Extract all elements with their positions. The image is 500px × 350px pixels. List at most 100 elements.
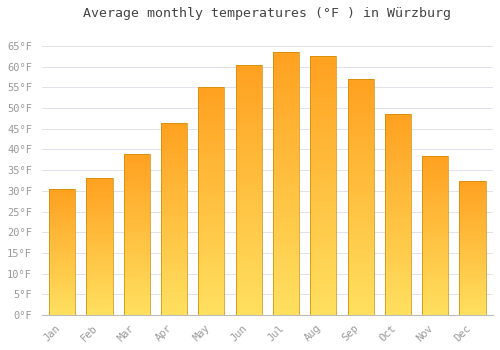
Bar xyxy=(124,253,150,256)
Bar xyxy=(385,225,411,228)
Bar xyxy=(161,161,187,164)
Bar xyxy=(385,302,411,305)
Bar xyxy=(86,245,113,247)
Bar xyxy=(273,302,299,306)
Bar xyxy=(310,130,336,134)
Bar xyxy=(348,114,374,118)
Bar xyxy=(422,238,448,241)
Bar xyxy=(198,118,224,121)
Bar xyxy=(310,242,336,246)
Bar xyxy=(161,158,187,161)
Bar xyxy=(348,197,374,201)
Bar xyxy=(124,154,150,156)
Bar xyxy=(422,288,448,291)
Bar xyxy=(310,216,336,220)
Bar xyxy=(86,240,113,242)
Bar xyxy=(310,164,336,168)
Bar xyxy=(161,267,187,270)
Bar xyxy=(86,219,113,222)
Bar xyxy=(348,103,374,107)
Bar xyxy=(422,286,448,288)
Bar xyxy=(385,295,411,298)
Bar xyxy=(273,175,299,179)
Bar xyxy=(124,278,150,280)
Bar xyxy=(310,276,336,281)
Bar xyxy=(86,265,113,267)
Bar xyxy=(49,216,75,218)
Bar xyxy=(49,279,75,281)
Bar xyxy=(161,168,187,171)
Bar xyxy=(236,273,262,278)
Bar xyxy=(460,241,485,243)
Bar xyxy=(348,264,374,268)
Bar xyxy=(460,185,485,187)
Bar xyxy=(49,193,75,195)
Bar xyxy=(310,147,336,151)
Bar xyxy=(460,252,485,254)
Bar xyxy=(49,290,75,292)
Bar xyxy=(348,181,374,185)
Bar xyxy=(273,74,299,78)
Bar xyxy=(348,122,374,126)
Bar xyxy=(310,74,336,78)
Bar xyxy=(198,281,224,285)
Bar xyxy=(161,122,187,315)
Bar xyxy=(236,198,262,202)
Bar xyxy=(161,174,187,177)
Bar xyxy=(198,277,224,281)
Bar xyxy=(198,266,224,270)
Bar xyxy=(422,188,448,190)
Bar xyxy=(460,214,485,216)
Bar xyxy=(86,260,113,263)
Bar xyxy=(86,263,113,265)
Bar xyxy=(348,99,374,103)
Bar xyxy=(310,91,336,95)
Bar xyxy=(460,288,485,290)
Bar xyxy=(422,177,448,180)
Bar xyxy=(310,160,336,164)
Bar xyxy=(348,209,374,213)
Bar xyxy=(422,156,448,158)
Bar xyxy=(49,208,75,210)
Bar xyxy=(86,197,113,199)
Bar xyxy=(124,264,150,267)
Bar xyxy=(385,308,411,312)
Bar xyxy=(86,310,113,313)
Bar xyxy=(460,201,485,203)
Bar xyxy=(348,268,374,272)
Bar xyxy=(236,211,262,215)
Bar xyxy=(236,219,262,223)
Bar xyxy=(49,197,75,199)
Bar xyxy=(460,293,485,295)
Bar xyxy=(86,181,113,183)
Bar xyxy=(310,142,336,147)
Bar xyxy=(49,265,75,267)
Bar xyxy=(124,232,150,235)
Bar xyxy=(273,271,299,276)
Bar xyxy=(49,302,75,304)
Bar xyxy=(310,99,336,104)
Bar xyxy=(385,198,411,201)
Bar xyxy=(198,247,224,251)
Bar xyxy=(198,121,224,125)
Bar xyxy=(49,300,75,302)
Bar xyxy=(198,296,224,300)
Bar xyxy=(86,286,113,288)
Bar xyxy=(49,311,75,313)
Bar xyxy=(348,311,374,315)
Bar xyxy=(49,288,75,290)
Bar xyxy=(86,199,113,201)
Bar xyxy=(273,228,299,232)
Bar xyxy=(198,220,224,224)
Bar xyxy=(310,207,336,212)
Bar xyxy=(236,302,262,307)
Bar xyxy=(124,173,150,175)
Bar xyxy=(273,193,299,197)
Bar xyxy=(460,239,485,241)
Bar xyxy=(460,203,485,205)
Bar xyxy=(385,128,411,131)
Bar xyxy=(422,166,448,169)
Bar xyxy=(124,202,150,205)
Bar xyxy=(385,175,411,178)
Bar xyxy=(460,302,485,304)
